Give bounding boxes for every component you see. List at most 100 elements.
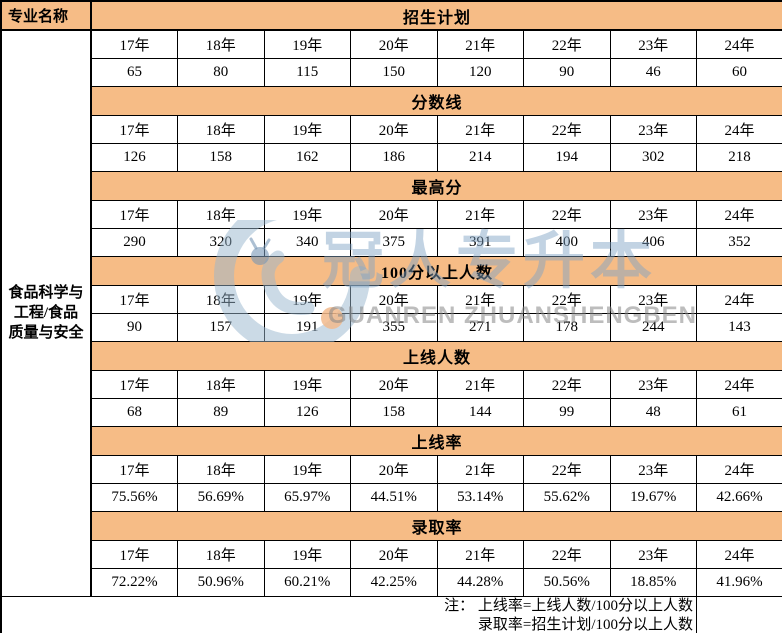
year-cell: 24年 xyxy=(696,369,782,399)
year-cell: 22年 xyxy=(523,199,611,229)
year-cell: 17年 xyxy=(90,284,178,314)
value-cell: 56.69% xyxy=(177,482,265,512)
year-cell: 21年 xyxy=(436,114,524,144)
year-cell: 20年 xyxy=(350,29,438,59)
value-cell: 44.28% xyxy=(436,567,524,597)
value-cell: 186 xyxy=(350,142,438,172)
section-header: 招生计划 xyxy=(90,0,782,31)
year-cell: 20年 xyxy=(350,454,438,484)
value-cell: 46 xyxy=(609,57,697,87)
program-name-line: 工程/食品 xyxy=(13,305,79,322)
value-cell: 355 xyxy=(350,312,438,342)
section-header: 最高分 xyxy=(90,170,782,201)
year-cell: 23年 xyxy=(609,114,697,144)
year-cell: 22年 xyxy=(523,539,611,569)
value-cell: 391 xyxy=(436,227,524,257)
year-cell: 20年 xyxy=(350,199,438,229)
value-cell: 178 xyxy=(523,312,611,342)
value-cell: 50.56% xyxy=(523,567,611,597)
year-cell: 22年 xyxy=(523,29,611,59)
value-cell: 406 xyxy=(609,227,697,257)
note-line-2: 录取率=招生计划/100分以上人数 xyxy=(477,616,693,633)
year-cell: 19年 xyxy=(263,539,351,569)
value-cell: 72.22% xyxy=(90,567,178,597)
year-cell: 21年 xyxy=(436,369,524,399)
value-cell: 340 xyxy=(263,227,351,257)
value-cell: 143 xyxy=(696,312,782,342)
year-cell: 17年 xyxy=(90,539,178,569)
value-cell: 65.97% xyxy=(263,482,351,512)
year-cell: 22年 xyxy=(523,454,611,484)
value-cell: 115 xyxy=(263,57,351,87)
year-cell: 19年 xyxy=(263,29,351,59)
value-cell: 89 xyxy=(177,397,265,427)
year-cell: 23年 xyxy=(609,454,697,484)
year-cell: 19年 xyxy=(263,454,351,484)
value-cell: 158 xyxy=(350,397,438,427)
year-cell: 17年 xyxy=(90,114,178,144)
year-cell: 19年 xyxy=(263,284,351,314)
value-cell: 42.25% xyxy=(350,567,438,597)
value-cell: 375 xyxy=(350,227,438,257)
empty-cell xyxy=(696,595,782,633)
year-cell: 24年 xyxy=(696,539,782,569)
value-cell: 41.96% xyxy=(696,567,782,597)
value-cell: 218 xyxy=(696,142,782,172)
program-name-line: 食品科学与 xyxy=(8,285,84,302)
value-cell: 244 xyxy=(609,312,697,342)
year-cell: 20年 xyxy=(350,114,438,144)
program-name-line: 质量与安全 xyxy=(8,325,84,342)
year-cell: 17年 xyxy=(90,369,178,399)
year-cell: 18年 xyxy=(177,369,265,399)
value-cell: 19.67% xyxy=(609,482,697,512)
value-cell: 75.56% xyxy=(90,482,178,512)
value-cell: 290 xyxy=(90,227,178,257)
year-cell: 17年 xyxy=(90,29,178,59)
year-cell: 19年 xyxy=(263,114,351,144)
value-cell: 55.62% xyxy=(523,482,611,512)
value-cell: 400 xyxy=(523,227,611,257)
section-header: 上线率 xyxy=(90,425,782,456)
year-cell: 18年 xyxy=(177,114,265,144)
year-cell: 21年 xyxy=(436,199,524,229)
year-cell: 18年 xyxy=(177,199,265,229)
value-cell: 126 xyxy=(263,397,351,427)
value-cell: 80 xyxy=(177,57,265,87)
value-cell: 61 xyxy=(696,397,782,427)
value-cell: 158 xyxy=(177,142,265,172)
year-cell: 18年 xyxy=(177,539,265,569)
value-cell: 99 xyxy=(523,397,611,427)
year-cell: 24年 xyxy=(696,114,782,144)
year-cell: 24年 xyxy=(696,454,782,484)
value-cell: 50.96% xyxy=(177,567,265,597)
year-cell: 22年 xyxy=(523,114,611,144)
year-cell: 20年 xyxy=(350,369,438,399)
value-cell: 90 xyxy=(90,312,178,342)
value-cell: 18.85% xyxy=(609,567,697,597)
year-cell: 24年 xyxy=(696,284,782,314)
value-cell: 162 xyxy=(263,142,351,172)
year-cell: 19年 xyxy=(263,369,351,399)
value-cell: 90 xyxy=(523,57,611,87)
year-cell: 18年 xyxy=(177,284,265,314)
value-cell: 53.14% xyxy=(436,482,524,512)
year-cell: 20年 xyxy=(350,539,438,569)
note-cell: 注： 上线率=上线人数/100分以上人数 录取率=招生计划/100分以上人数 xyxy=(0,595,697,633)
value-cell: 60 xyxy=(696,57,782,87)
program-name: 食品科学与工程/食品质量与安全 xyxy=(0,29,92,597)
section-header: 分数线 xyxy=(90,85,782,116)
value-cell: 48 xyxy=(609,397,697,427)
value-cell: 144 xyxy=(436,397,524,427)
year-cell: 23年 xyxy=(609,199,697,229)
year-cell: 22年 xyxy=(523,284,611,314)
section-header: 上线人数 xyxy=(90,340,782,371)
section-header: 录取率 xyxy=(90,510,782,541)
year-cell: 17年 xyxy=(90,199,178,229)
year-cell: 17年 xyxy=(90,454,178,484)
year-cell: 21年 xyxy=(436,454,524,484)
year-cell: 24年 xyxy=(696,29,782,59)
value-cell: 68 xyxy=(90,397,178,427)
value-cell: 120 xyxy=(436,57,524,87)
